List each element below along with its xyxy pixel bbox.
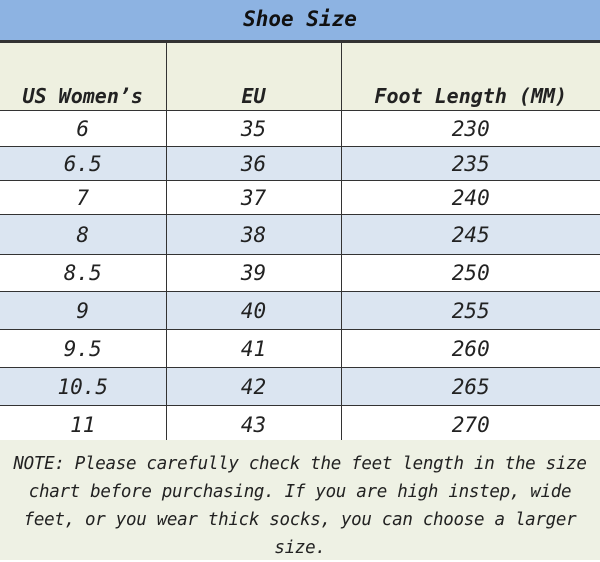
cell-eu-size: 37 <box>165 180 342 215</box>
cell-eu-size: 40 <box>165 291 342 330</box>
table-row: 6.5 36 235 <box>0 146 600 181</box>
cell-us-size: 11 <box>0 405 167 444</box>
cell-eu-size: 42 <box>165 367 342 406</box>
header-row: US Women’s EU Foot Length (MM) <box>0 42 600 111</box>
cell-us-size: 6 <box>0 110 167 147</box>
cell-eu-size: 36 <box>165 146 342 181</box>
table-row: 8 38 245 <box>0 214 600 255</box>
cell-foot-length: 245 <box>340 214 600 255</box>
cell-foot-length: 250 <box>340 254 600 292</box>
cell-foot-length: 235 <box>340 146 600 181</box>
cell-eu-size: 35 <box>165 110 342 147</box>
cell-foot-length: 230 <box>340 110 600 147</box>
cell-us-size: 10.5 <box>0 367 167 406</box>
cell-us-size: 9 <box>0 291 167 330</box>
cell-us-size: 6.5 <box>0 146 167 181</box>
cell-eu-size: 38 <box>165 214 342 255</box>
note-text: NOTE: Please carefully check the feet le… <box>0 440 600 560</box>
table-row: 10.5 42 265 <box>0 367 600 406</box>
cell-foot-length: 255 <box>340 291 600 330</box>
cell-eu-size: 41 <box>165 329 342 368</box>
header-foot-length: Foot Length (MM) <box>340 42 600 111</box>
table-row: 8.5 39 250 <box>0 254 600 292</box>
table-row: 11 43 270 <box>0 405 600 444</box>
cell-foot-length: 270 <box>340 405 600 444</box>
size-table: US Women’s EU Foot Length (MM) 6 35 230 6.5… <box>0 42 600 444</box>
cell-us-size: 8.5 <box>0 254 167 292</box>
table-row: 9 40 255 <box>0 291 600 330</box>
table-row: 9.5 41 260 <box>0 329 600 368</box>
cell-foot-length: 240 <box>340 180 600 215</box>
header-us-womens: US Women’s <box>0 42 167 111</box>
cell-foot-length: 260 <box>340 329 600 368</box>
table-row: 6 35 230 <box>0 110 600 147</box>
cell-eu-size: 39 <box>165 254 342 292</box>
cell-eu-size: 43 <box>165 405 342 444</box>
chart-title: Shoe Size <box>0 0 600 42</box>
table-row: 7 37 240 <box>0 180 600 215</box>
cell-foot-length: 265 <box>340 367 600 406</box>
cell-us-size: 8 <box>0 214 167 255</box>
cell-us-size: 9.5 <box>0 329 167 368</box>
cell-us-size: 7 <box>0 180 167 215</box>
header-eu: EU <box>165 42 342 111</box>
